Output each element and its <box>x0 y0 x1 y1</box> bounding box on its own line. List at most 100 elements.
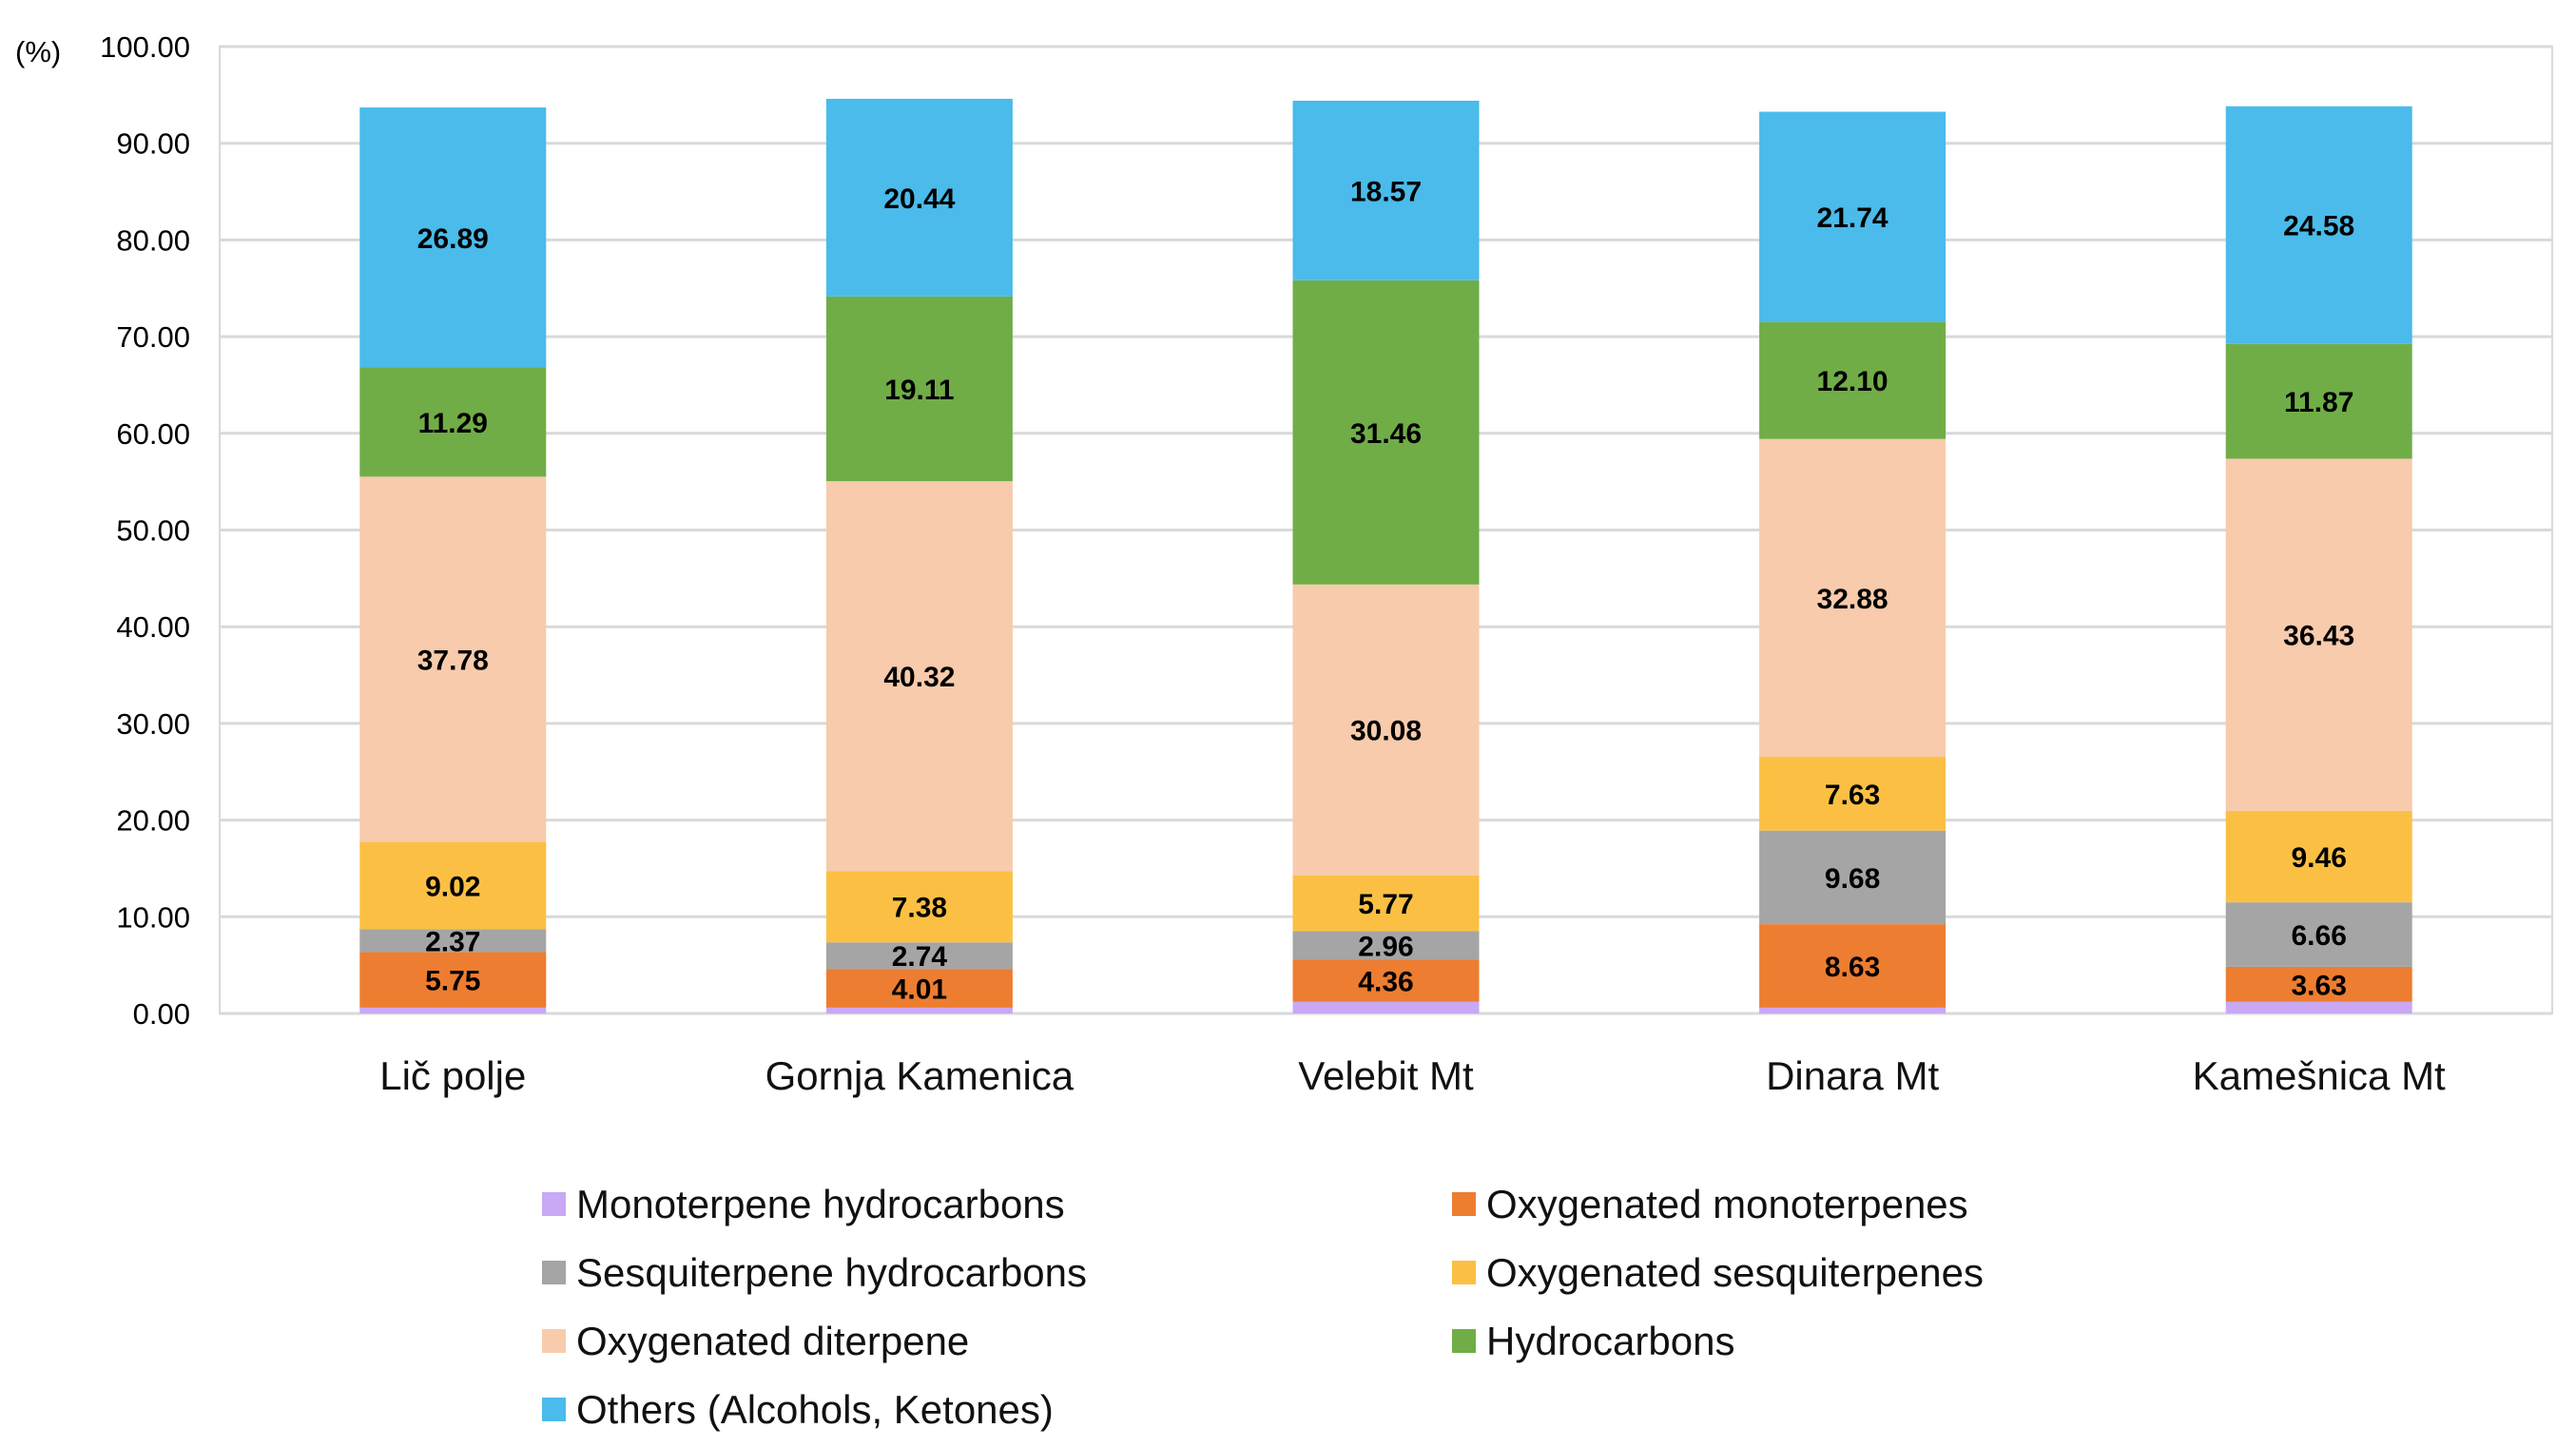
data-label: 19.11 <box>884 375 954 406</box>
legend-item: Oxygenated sesquiterpenes <box>1452 1250 1984 1295</box>
data-label: 2.96 <box>1358 931 1413 962</box>
bar-segment <box>825 942 1013 970</box>
data-label: 4.36 <box>1358 967 1413 998</box>
bar-segment <box>1759 830 1947 925</box>
y-tick-label: 80.00 <box>116 223 190 257</box>
data-label: 37.78 <box>417 645 489 676</box>
bar-segment <box>1292 875 1480 932</box>
x-category-label: Velebit Mt <box>1298 1053 1474 1098</box>
bar-segment <box>1759 111 1947 322</box>
legend-item: Monoterpene hydrocarbons <box>542 1182 1065 1226</box>
data-label: 11.87 <box>2284 387 2353 418</box>
y-tick-label: 100.00 <box>100 30 190 64</box>
legend-swatch <box>1452 1329 1476 1353</box>
bar-segment <box>1292 959 1480 1002</box>
y-tick-label: 70.00 <box>116 320 190 354</box>
bar-segment <box>1292 584 1480 876</box>
bar-segment <box>2225 810 2412 903</box>
data-label: 3.63 <box>2292 970 2347 1001</box>
y-tick-label: 50.00 <box>116 514 190 548</box>
bar-segment <box>1292 1001 1480 1013</box>
legend-label: Oxygenated diterpene <box>576 1319 969 1363</box>
bar-segment <box>2225 458 2412 811</box>
data-label: 5.75 <box>425 966 480 997</box>
bar-segment <box>825 1007 1013 1013</box>
bar-segment <box>1759 438 1947 758</box>
bar-segment <box>825 481 1013 872</box>
bar-segment <box>2225 106 2412 344</box>
data-label: 32.88 <box>1817 584 1888 615</box>
bar-segment <box>1292 280 1480 585</box>
data-label: 11.29 <box>418 408 488 439</box>
data-label: 36.43 <box>2283 621 2354 652</box>
legend-label: Oxygenated sesquiterpenes <box>1486 1250 1984 1295</box>
legend-label: Sesquiterpene hydrocarbons <box>576 1250 1087 1295</box>
y-tick-label: 90.00 <box>116 127 190 161</box>
data-label: 9.02 <box>425 871 480 902</box>
data-label: 20.44 <box>883 183 955 215</box>
data-label: 40.32 <box>883 662 955 693</box>
bar-segment <box>825 871 1013 943</box>
x-category-label: Kamešnica Mt <box>2193 1053 2446 1098</box>
bar-segment <box>2225 1001 2412 1013</box>
legend-label: Hydrocarbons <box>1486 1319 1734 1363</box>
y-tick-label: 30.00 <box>116 707 190 741</box>
data-label: 31.46 <box>1350 418 1422 450</box>
legend-item: Oxygenated diterpene <box>542 1319 969 1363</box>
data-label: 6.66 <box>2292 920 2347 952</box>
y-axis-label: (%) <box>15 35 61 68</box>
legend-swatch <box>542 1329 566 1353</box>
legend-swatch <box>542 1398 566 1421</box>
bar-segment <box>825 296 1013 482</box>
legend-swatch <box>1452 1261 1476 1284</box>
data-label: 4.01 <box>892 974 947 1006</box>
y-tick-label: 10.00 <box>116 900 190 934</box>
bar-segment <box>2225 343 2412 459</box>
data-label: 30.08 <box>1350 716 1422 747</box>
legend-swatch <box>1452 1192 1476 1216</box>
legend-item: Oxygenated monoterpenes <box>1452 1182 1968 1226</box>
data-label: 18.57 <box>1350 176 1422 207</box>
bar-segment <box>825 98 1013 297</box>
data-label: 7.63 <box>1825 780 1880 811</box>
data-label: 7.38 <box>892 893 947 924</box>
legend-swatch <box>542 1261 566 1284</box>
y-tick-label: 40.00 <box>116 610 190 644</box>
bar-segment <box>1759 757 1947 831</box>
legend-item: Hydrocarbons <box>1452 1319 1734 1363</box>
data-label: 24.58 <box>2283 211 2354 242</box>
bar-segment <box>2225 902 2412 967</box>
data-label: 12.10 <box>1817 366 1888 397</box>
bar-segment <box>359 952 547 1008</box>
legend-item: Sesquiterpene hydrocarbons <box>542 1250 1087 1295</box>
bar-segment <box>359 841 547 930</box>
data-label: 21.74 <box>1817 203 1888 234</box>
bar-segment <box>825 969 1013 1008</box>
legend-label: Oxygenated monoterpenes <box>1486 1182 1968 1226</box>
bar-segment <box>2225 966 2412 1002</box>
data-label: 2.74 <box>892 941 948 973</box>
bar-segment <box>359 107 547 368</box>
bar-segment <box>359 1007 547 1013</box>
y-tick-label: 20.00 <box>116 804 190 838</box>
bar-segment <box>1759 1007 1947 1013</box>
legend-label: Others (Alcohols, Ketones) <box>576 1387 1054 1432</box>
x-category-label: Dinara Mt <box>1766 1053 1939 1098</box>
legend-item: Others (Alcohols, Ketones) <box>542 1387 1054 1432</box>
bar-segment <box>1292 931 1480 960</box>
x-category-label: Lič polje <box>379 1053 526 1098</box>
data-label: 26.89 <box>417 223 489 255</box>
bar-segment <box>359 929 547 953</box>
data-label: 8.63 <box>1825 952 1880 983</box>
bar-segment <box>1292 100 1480 280</box>
bar-segment <box>1759 321 1947 439</box>
x-category-label: Gornja Kamenica <box>765 1053 1075 1098</box>
bar-segment <box>1759 924 1947 1008</box>
legend-label: Monoterpene hydrocarbons <box>576 1182 1065 1226</box>
bar-segment <box>359 367 547 477</box>
y-tick-label: 0.00 <box>133 997 190 1031</box>
legend-swatch <box>542 1192 566 1216</box>
data-label: 2.37 <box>425 926 480 957</box>
data-label: 9.68 <box>1825 863 1880 895</box>
